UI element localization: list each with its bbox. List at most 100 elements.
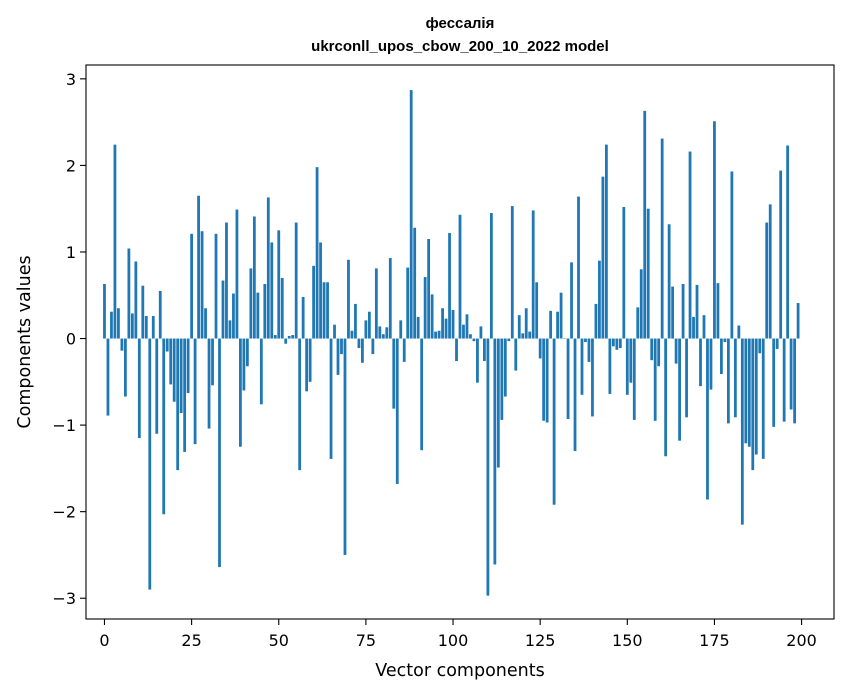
bar <box>225 222 228 339</box>
chart-title-line-1: фессалія <box>426 15 495 32</box>
bar <box>751 338 755 471</box>
bar <box>357 338 361 349</box>
bar <box>287 335 291 339</box>
bar <box>416 316 420 339</box>
x-tick-label: 0 <box>99 631 109 650</box>
bar <box>169 338 173 385</box>
bar <box>388 258 392 339</box>
bar <box>796 303 800 339</box>
bar <box>671 286 675 339</box>
bar <box>176 338 180 471</box>
bar <box>371 338 375 355</box>
bar <box>110 311 113 339</box>
bar <box>259 338 263 405</box>
bar <box>151 316 155 339</box>
bar <box>347 259 350 339</box>
y-tick-label: −1 <box>52 416 76 435</box>
bar <box>469 334 472 339</box>
bar <box>186 338 190 394</box>
bar <box>235 209 239 339</box>
bar <box>127 248 131 339</box>
bar <box>409 90 413 339</box>
bar <box>190 233 194 339</box>
bar <box>636 307 640 339</box>
bar <box>772 338 776 427</box>
bar <box>437 330 441 339</box>
bar <box>113 144 117 339</box>
bar <box>611 338 615 347</box>
bar <box>657 338 661 367</box>
bars-group <box>103 90 800 596</box>
bar <box>245 338 249 367</box>
bar <box>604 144 608 339</box>
x-tick-label: 175 <box>699 631 730 650</box>
y-tick-label: −2 <box>52 503 76 522</box>
y-tick-label: 0 <box>66 330 76 349</box>
bar <box>137 338 141 439</box>
x-tick-label: 75 <box>356 631 376 650</box>
chart-title-line-2: ukrconll_upos_cbow_200_10_2022 model <box>311 38 609 55</box>
bar <box>472 338 476 342</box>
bar <box>580 338 584 395</box>
bar <box>448 232 451 339</box>
bar <box>503 338 507 397</box>
bar <box>521 333 525 339</box>
bar <box>305 338 309 392</box>
bar <box>458 214 462 339</box>
bar <box>559 292 563 339</box>
y-axis: −3 −2 −1 0 1 2 3 <box>52 70 86 608</box>
bar <box>364 320 368 339</box>
bar <box>758 338 762 354</box>
y-tick-label: −3 <box>52 589 76 608</box>
bar <box>733 338 737 418</box>
bar <box>284 338 288 344</box>
bar <box>667 224 671 339</box>
bar <box>378 326 382 339</box>
bar <box>277 230 281 339</box>
bar <box>462 324 465 339</box>
bar <box>402 338 406 362</box>
bar <box>350 330 354 339</box>
bar <box>381 334 385 339</box>
bar <box>507 338 511 342</box>
bar <box>367 311 371 339</box>
x-tick-label: 150 <box>612 631 643 650</box>
bar <box>552 338 556 505</box>
bar <box>211 338 214 386</box>
bar <box>594 303 598 339</box>
bar <box>239 338 242 447</box>
bar <box>319 242 322 339</box>
plot-frame <box>85 64 835 620</box>
bar <box>514 338 518 371</box>
bar <box>542 338 546 421</box>
bar <box>706 338 709 500</box>
bar <box>629 338 633 383</box>
bar <box>510 206 514 339</box>
bar <box>775 338 779 349</box>
bar <box>793 338 797 424</box>
bar <box>280 277 284 339</box>
bar <box>723 338 727 342</box>
bar <box>434 331 437 339</box>
bar <box>789 338 793 410</box>
bar <box>444 318 448 339</box>
x-tick-label: 125 <box>525 631 556 650</box>
bar <box>214 233 218 339</box>
bar <box>117 308 120 339</box>
bar <box>326 282 329 339</box>
bar <box>294 222 298 339</box>
bar <box>782 338 786 422</box>
bar <box>500 338 504 420</box>
bar <box>158 290 162 339</box>
bar <box>413 227 417 339</box>
bar <box>336 338 340 375</box>
bar <box>333 324 336 339</box>
bar <box>720 338 723 375</box>
bar <box>130 313 134 339</box>
bar <box>465 314 469 339</box>
bar <box>625 338 629 395</box>
bar <box>737 325 741 339</box>
bar <box>493 338 497 565</box>
bar <box>483 338 486 362</box>
